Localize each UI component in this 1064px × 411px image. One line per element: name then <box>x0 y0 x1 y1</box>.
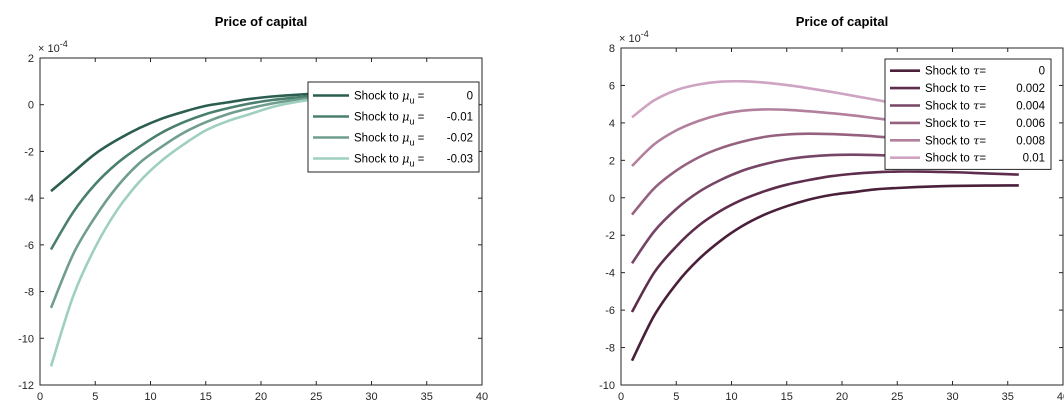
legend-entry: Shock to μu = -0.03 <box>313 152 473 169</box>
legend-entry: Shock to τ= 0.006 <box>890 116 1045 130</box>
legend-label: Shock to μu = -0.01 <box>354 110 473 127</box>
legend-entry: Shock to τ= 0 <box>890 64 1045 78</box>
x-tick-label: 35 <box>1002 391 1014 403</box>
y-tick-label: -10 <box>599 380 615 392</box>
y-tick-label: -8 <box>605 343 615 355</box>
x-tick-label: 10 <box>725 391 737 403</box>
series-line-3 <box>630 153 1019 265</box>
legend: Shock to μu = 0 Shock to μu = -0.01 Shock to… <box>307 81 480 173</box>
legend-label: Shock to τ= 0.002 <box>925 81 1045 95</box>
y-exponent-label: × 10-4 <box>38 39 68 55</box>
legend-entry: Shock to τ= 0.008 <box>890 133 1045 147</box>
y-exponent-power: -4 <box>60 39 68 49</box>
legend-label: Shock to μu = -0.03 <box>354 152 473 169</box>
legend-entry: Shock to τ= 0.004 <box>890 99 1046 113</box>
y-exponent-power: -4 <box>641 29 649 39</box>
y-tick-label: -8 <box>24 287 34 299</box>
x-tick-label: 40 <box>476 391 488 403</box>
legend: Shock to τ= 0 Shock to τ= 0.002 Shock to τ= 0… <box>884 58 1052 170</box>
legend-entry: Shock to μu = -0.01 <box>313 110 473 127</box>
y-tick-label: 8 <box>609 43 615 55</box>
y-tick-label: 6 <box>609 80 615 92</box>
x-tick-label: 20 <box>255 391 267 403</box>
legend-box <box>884 58 1052 170</box>
legend-entry: Shock to μu = -0.02 <box>313 131 473 148</box>
x-tick-label: 25 <box>891 391 903 403</box>
x-tick-label: 0 <box>618 391 624 403</box>
x-tick-label: 5 <box>673 391 679 403</box>
y-tick-label: 2 <box>609 155 615 167</box>
y-tick-label: -2 <box>24 146 34 158</box>
chart-panel-2: Price of capital0510152025303540-10-8-6-… <box>599 14 1064 403</box>
legend-label: Shock to μu = 0 <box>354 89 473 106</box>
x-tick-label: 15 <box>200 391 212 403</box>
legend-entry: Shock to μu = 0 <box>313 89 473 106</box>
y-tick-label: 2 <box>28 53 34 65</box>
y-tick-label: 0 <box>28 100 34 112</box>
x-tick-label: 40 <box>1057 391 1064 403</box>
y-tick-label: -4 <box>24 193 34 205</box>
legend-label: Shock to τ= 0.006 <box>925 116 1045 130</box>
legend-label: Shock to τ= 0.01 <box>925 151 1045 165</box>
y-exponent-base: × 10 <box>38 43 60 55</box>
x-tick-label: 5 <box>92 391 98 403</box>
x-tick-label: 30 <box>365 391 377 403</box>
y-exponent-label: × 10-4 <box>619 29 649 45</box>
legend-entry: Shock to τ= 0.01 <box>890 151 1045 165</box>
legend-box <box>307 81 480 173</box>
x-tick-label: 35 <box>421 391 433 403</box>
y-tick-label: -6 <box>605 305 615 317</box>
x-tick-label: 25 <box>310 391 322 403</box>
series-line-2 <box>630 170 1019 313</box>
legend-entry: Shock to τ= 0.002 <box>890 81 1045 95</box>
chart-title: Price of capital <box>796 14 888 29</box>
legend-label: Shock to τ= 0.008 <box>925 133 1045 147</box>
y-tick-label: -6 <box>24 240 34 252</box>
plot-area <box>630 79 1019 362</box>
y-tick-label: -2 <box>605 230 615 242</box>
y-tick-label: -4 <box>605 268 615 280</box>
y-tick-label: 4 <box>609 118 615 130</box>
y-tick-label: -12 <box>18 380 34 392</box>
legend-label: Shock to μu = -0.02 <box>354 131 473 148</box>
x-tick-label: 10 <box>144 391 156 403</box>
chart-title: Price of capital <box>215 14 307 29</box>
y-tick-label: -10 <box>18 333 34 345</box>
legend-label: Shock to τ= 0 <box>925 64 1045 78</box>
legend-label: Shock to τ= 0.004 <box>925 99 1046 113</box>
y-tick-label: 0 <box>609 193 615 205</box>
y-exponent-base: × 10 <box>619 33 641 45</box>
x-tick-label: 15 <box>781 391 793 403</box>
x-tick-label: 30 <box>946 391 958 403</box>
series-line-1 <box>630 184 1019 362</box>
x-tick-label: 0 <box>37 391 43 403</box>
x-tick-label: 20 <box>836 391 848 403</box>
